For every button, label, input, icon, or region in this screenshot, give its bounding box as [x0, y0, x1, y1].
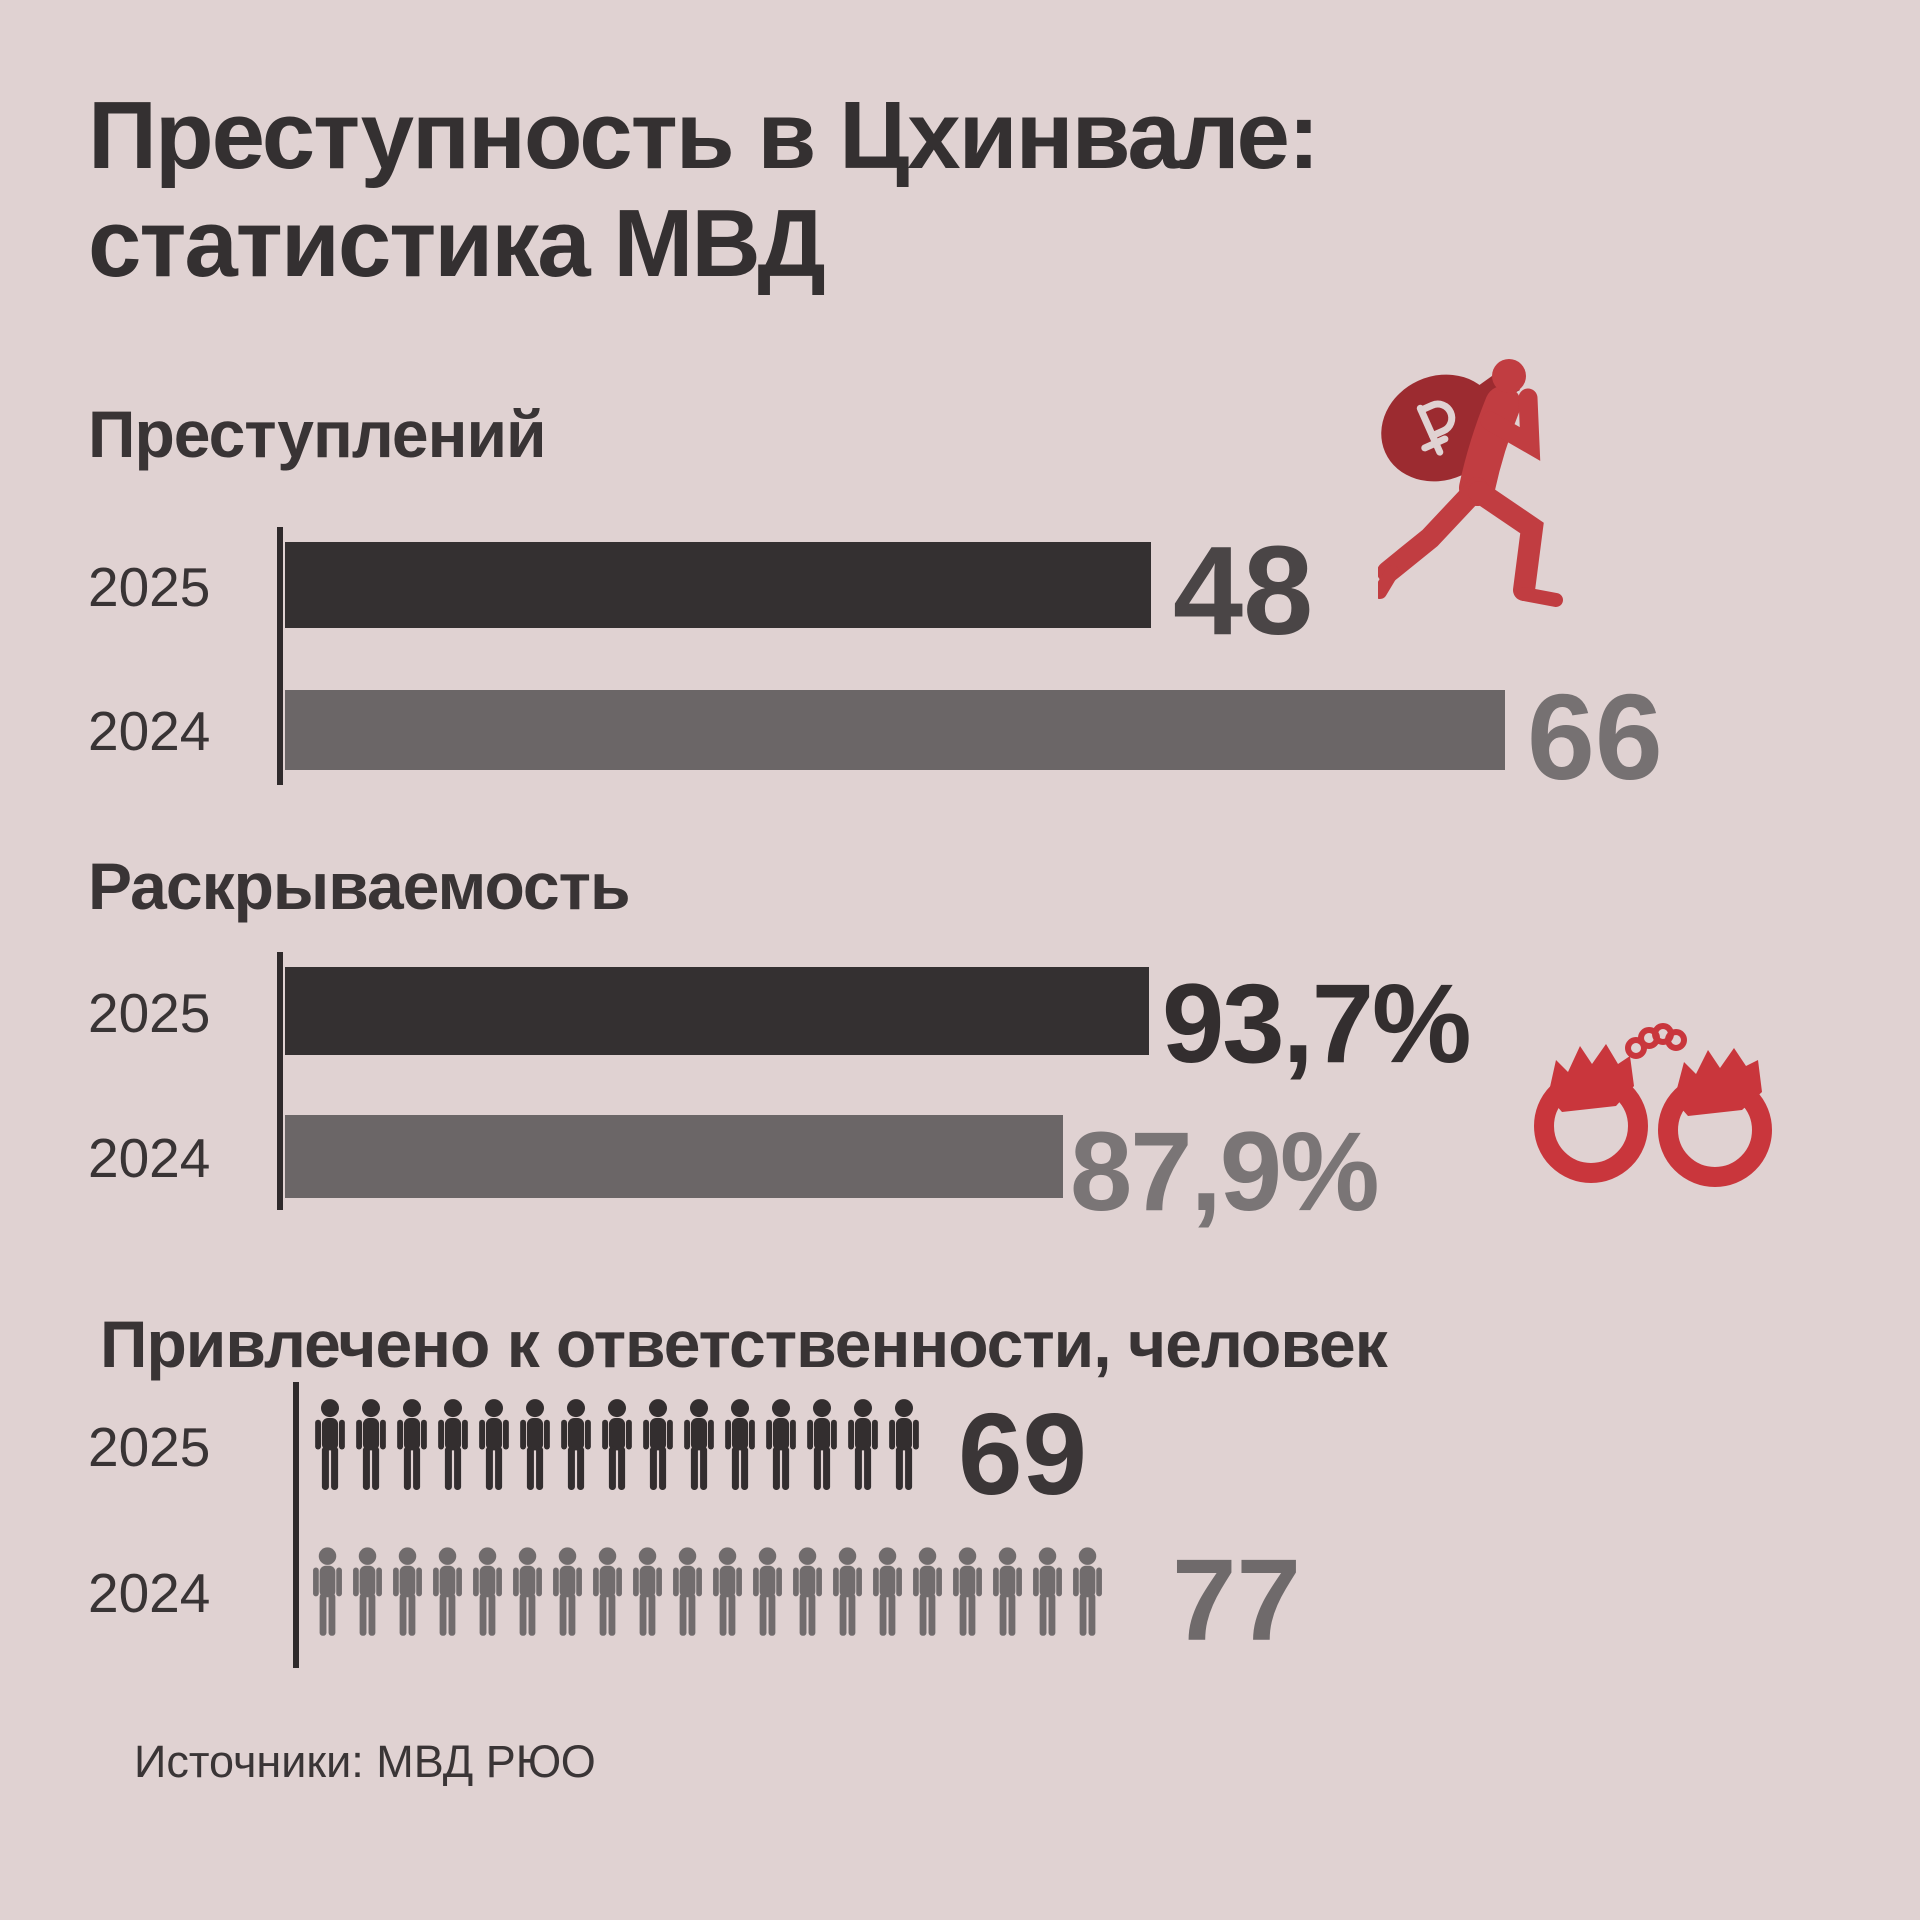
person-icon — [561, 1399, 591, 1490]
person-icon — [833, 1547, 862, 1636]
person-icon — [602, 1399, 632, 1490]
person-icon — [643, 1399, 673, 1490]
value-label-crimes-2024: 66 — [1527, 669, 1663, 805]
person-icon — [633, 1547, 662, 1636]
person-icon — [393, 1547, 422, 1636]
page-title-line2: статистика МВД — [88, 190, 826, 298]
source-note: Источники: МВД РЮО — [134, 1736, 596, 1787]
bar-crimes-2024 — [285, 690, 1505, 770]
value-label-crimes-2025: 48 — [1173, 520, 1314, 661]
year-label-solve-2024: 2024 — [88, 1127, 211, 1189]
year-label-solve-2025: 2025 — [88, 982, 211, 1044]
person-icon — [473, 1547, 502, 1636]
person-icon — [713, 1547, 742, 1636]
year-label-crimes-2025: 2025 — [88, 556, 211, 618]
person-icon — [513, 1547, 542, 1636]
section-title-solve-rate: Раскрываемость — [88, 849, 631, 923]
thief-icon — [1378, 359, 1563, 607]
person-icon — [993, 1547, 1022, 1636]
person-icon — [873, 1547, 902, 1636]
person-icon — [353, 1547, 382, 1636]
page-title-line1: Преступность в Цхинвале: — [88, 82, 1320, 189]
person-icon — [313, 1547, 342, 1636]
page-title: Преступность в Цхинвале: статистика МВД — [88, 82, 1688, 299]
person-icon — [848, 1399, 878, 1490]
handcuffs-icon — [1534, 1023, 1772, 1187]
pictogram-row-2025 — [312, 1394, 922, 1496]
person-icon — [433, 1547, 462, 1636]
axis-line-charged — [293, 1382, 299, 1668]
bar-solve-2024 — [285, 1115, 1063, 1198]
value-label-solve-2025: 93,7% — [1162, 961, 1472, 1086]
person-icon — [913, 1547, 942, 1636]
person-icon — [684, 1399, 714, 1490]
person-icon — [438, 1399, 468, 1490]
section-title-charged: Привлечено к ответственности, человек — [100, 1307, 1388, 1381]
person-icon — [807, 1399, 837, 1490]
person-icon — [753, 1547, 782, 1636]
bar-crimes-2025 — [285, 542, 1151, 628]
person-icon — [593, 1547, 622, 1636]
person-icon — [553, 1547, 582, 1636]
section-title-crimes: Преступлений — [88, 397, 547, 471]
value-label-charged-2025: 69 — [958, 1389, 1088, 1519]
axis-line-solve-rate — [277, 952, 283, 1210]
person-icon — [520, 1399, 550, 1490]
year-label-crimes-2024: 2024 — [88, 700, 211, 762]
person-icon — [1033, 1547, 1062, 1636]
person-icon — [793, 1547, 822, 1636]
person-icon — [673, 1547, 702, 1636]
bar-solve-2025 — [285, 967, 1149, 1055]
person-icon — [1073, 1547, 1102, 1636]
year-label-charged-2024: 2024 — [88, 1562, 211, 1624]
person-icon — [397, 1399, 427, 1490]
ruble-sign-icon — [1416, 400, 1456, 456]
person-icon — [889, 1399, 919, 1490]
value-label-charged-2024: 77 — [1172, 1535, 1302, 1665]
person-icon — [766, 1399, 796, 1490]
pictogram-row-2024 — [310, 1540, 1105, 1644]
person-icon — [953, 1547, 982, 1636]
person-icon — [356, 1399, 386, 1490]
person-icon — [479, 1399, 509, 1490]
axis-line-crimes — [277, 527, 283, 785]
person-icon — [315, 1399, 345, 1490]
person-icon — [725, 1399, 755, 1490]
value-label-solve-2024: 87,9% — [1070, 1109, 1380, 1234]
year-label-charged-2025: 2025 — [88, 1416, 211, 1478]
